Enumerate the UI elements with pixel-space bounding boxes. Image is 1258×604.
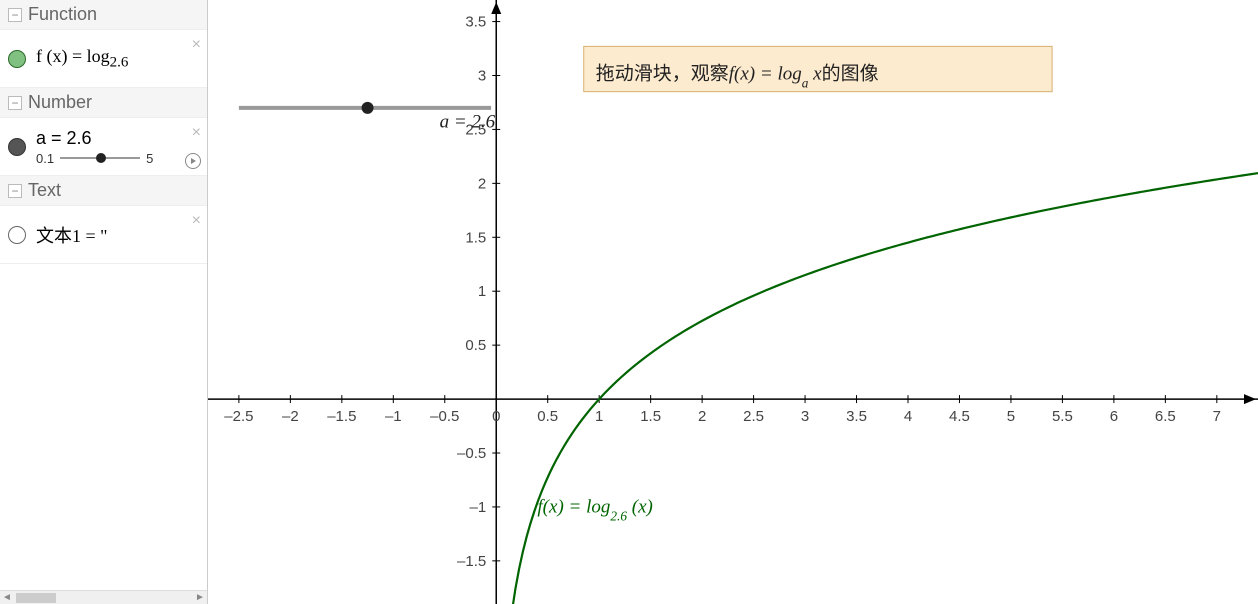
x-tick-label: 2.5 <box>743 408 764 425</box>
y-tick-label: 2 <box>478 175 486 192</box>
visibility-dot-icon[interactable] <box>8 50 26 68</box>
slider-min-label: 0.1 <box>36 151 54 166</box>
graphics-view[interactable]: –2.5 –2 –1.5 –1 –0.5 0 0.5 1 1.5 2 2.5 3 3.5 4 4.5 5 5.5… <box>208 0 1258 604</box>
x-tick-label: –2.5 <box>224 408 253 425</box>
function-item[interactable]: f (x) = log2.6 × <box>0 30 207 88</box>
text-expression: 文本1 = "‪ <box>36 222 203 248</box>
y-tick-label: –0.5 <box>457 445 486 462</box>
x-tick-label: –1.5 <box>327 408 356 425</box>
y-tick-label: 1.5 <box>465 229 486 246</box>
slider-max-label: 5 <box>146 151 153 166</box>
close-icon[interactable]: × <box>192 124 201 142</box>
x-tick-label: –2 <box>282 408 299 425</box>
mini-slider-thumb[interactable] <box>96 153 106 163</box>
section-title: Text <box>28 180 61 201</box>
section-header-function: − Function <box>0 0 207 30</box>
y-tick-label: –1 <box>470 499 487 516</box>
function-expression: f (x) = log2.6 <box>36 46 203 72</box>
slider-label: a = 2.6 <box>440 111 496 132</box>
x-tick-label: 3.5 <box>846 408 867 425</box>
x-tick-label: 1.5 <box>640 408 661 425</box>
x-tick-label: 2 <box>698 408 706 425</box>
y-tick-label: 0.5 <box>465 337 486 354</box>
section-title: Number <box>28 92 92 113</box>
algebra-sidebar: − Function f (x) = log2.6 × − Number a =… <box>0 0 208 604</box>
mini-slider[interactable] <box>60 152 140 164</box>
y-tick-label: 3 <box>478 68 486 85</box>
x-tick-label: –0.5 <box>430 408 459 425</box>
visibility-dot-icon[interactable] <box>8 138 26 156</box>
arrow-up-icon <box>491 2 501 14</box>
visibility-dot-icon[interactable] <box>8 226 26 244</box>
log-curve <box>512 173 1258 604</box>
graph-svg[interactable]: –2.5 –2 –1.5 –1 –0.5 0 0.5 1 1.5 2 2.5 3 3.5 4 4.5 5 5.5… <box>208 0 1258 604</box>
slider-thumb[interactable] <box>362 102 374 114</box>
section-title: Function <box>28 4 97 25</box>
text-item[interactable]: 文本1 = "‪ × <box>0 206 207 264</box>
number-item[interactable]: a = 2.6 0.1 5 × <box>0 118 207 176</box>
collapse-icon[interactable]: − <box>8 8 22 22</box>
y-tick-label: –1.5 <box>457 553 486 570</box>
x-tick-label: 5.5 <box>1052 408 1073 425</box>
close-icon[interactable]: × <box>192 212 201 230</box>
y-tick-label: 1 <box>478 283 486 300</box>
sidebar-scrollbar[interactable]: ◄ ► <box>0 590 207 604</box>
scroll-left-icon[interactable]: ◄ <box>0 591 14 604</box>
y-tick-label: 3.5 <box>465 14 486 31</box>
x-tick-label: 0 <box>492 408 500 425</box>
scroll-right-icon[interactable]: ► <box>193 591 207 604</box>
x-tick-label: 0.5 <box>537 408 558 425</box>
x-tick-label: 7 <box>1213 408 1221 425</box>
scroll-thumb[interactable] <box>16 593 56 603</box>
x-tick-label: 5 <box>1007 408 1015 425</box>
x-tick-label: 1 <box>595 408 603 425</box>
section-header-number: − Number <box>0 88 207 118</box>
x-tick-label: 3 <box>801 408 809 425</box>
collapse-icon[interactable]: − <box>8 96 22 110</box>
x-tick-label: 4.5 <box>949 408 970 425</box>
section-header-text: − Text <box>0 176 207 206</box>
x-tick-label: 6 <box>1110 408 1118 425</box>
play-icon[interactable] <box>185 153 201 169</box>
x-tick-label: –1 <box>385 408 402 425</box>
arrow-right-icon <box>1244 394 1256 404</box>
collapse-icon[interactable]: − <box>8 184 22 198</box>
close-icon[interactable]: × <box>192 36 201 54</box>
x-tick-label: 6.5 <box>1155 408 1176 425</box>
x-tick-label: 4 <box>904 408 912 425</box>
number-expression: a = 2.6 0.1 5 <box>36 128 203 166</box>
curve-label: f(x) = log2.6 (x) <box>537 496 652 523</box>
